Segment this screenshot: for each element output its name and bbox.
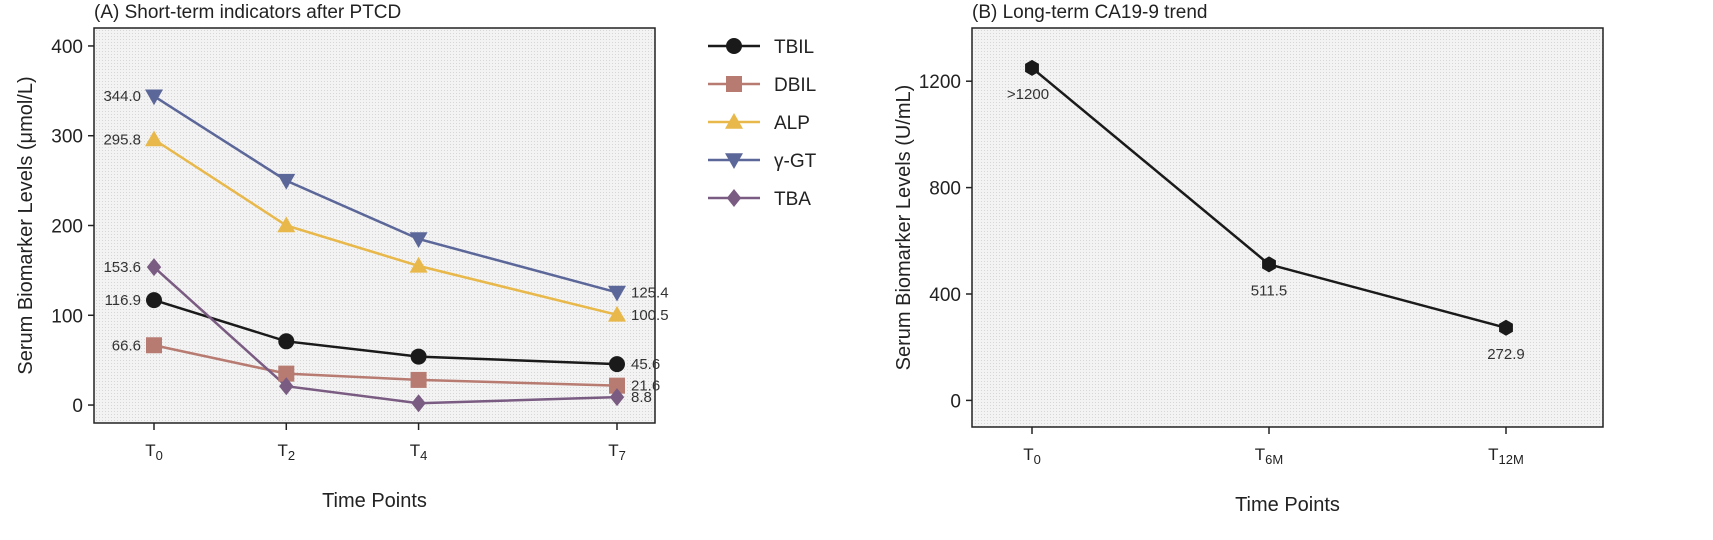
data-label: 66.6 xyxy=(112,337,141,354)
data-point-γ-GT-2 xyxy=(409,232,428,248)
x-tick-label: T6M xyxy=(1255,445,1283,467)
data-point-DBIL-1 xyxy=(278,365,295,382)
data-label: 100.5 xyxy=(631,307,669,324)
y-axis-label: Serum Biomarker Levels (μmol/L) xyxy=(15,76,37,374)
x-axis-label: Time Points xyxy=(1235,494,1340,516)
data-point-TBA-1 xyxy=(279,377,294,396)
data-point-TBIL-1 xyxy=(278,333,295,350)
data-point-γ-GT-3 xyxy=(608,285,626,302)
y-axis-label: Serum Biomarker Levels (U/mL) xyxy=(893,85,915,371)
chart-panel-a: (A) Short-term indicators after PTCD 0 100… xyxy=(15,2,669,512)
y-tick-label: 800 xyxy=(929,179,961,200)
y-tick-label: 200 xyxy=(51,217,83,238)
y-tick-label: 400 xyxy=(929,285,961,306)
data-point-CA19-9-1 xyxy=(1262,256,1276,273)
y-tick-label: 0 xyxy=(950,391,961,412)
data-point-CA19-9-2 xyxy=(1499,319,1513,336)
legend: TBIL DBIL ALP γ-GT TBA xyxy=(708,37,817,210)
x-axis-label: Time Points xyxy=(322,490,427,512)
y-tick-label: 400 xyxy=(51,37,83,58)
plot-area xyxy=(972,28,1603,427)
data-label: 45.6 xyxy=(631,356,660,373)
data-label: 125.4 xyxy=(631,284,669,301)
data-point-TBA-2 xyxy=(411,394,426,413)
legend-marker-DBIL xyxy=(726,76,742,92)
data-point-DBIL-0 xyxy=(146,337,162,354)
legend-marker-ALP xyxy=(725,113,743,129)
x-tick-label: T0 xyxy=(145,441,163,463)
data-point-DBIL-3 xyxy=(609,377,625,394)
x-tick-label: T12M xyxy=(1488,445,1524,467)
chart-title: (A) Short-term indicators after PTCD xyxy=(94,2,401,23)
series-line-γ-GT xyxy=(153,95,618,294)
data-label: 8.8 xyxy=(631,389,652,406)
y-tick-label: 1200 xyxy=(919,72,961,93)
data-point-TBA-0 xyxy=(146,258,162,277)
plot-frame xyxy=(971,27,1604,428)
legend-marker-TBA xyxy=(726,189,742,207)
data-point-TBIL-0 xyxy=(146,292,162,309)
data-label: >1200 xyxy=(1007,86,1049,103)
data-point-CA19-9-0 xyxy=(1025,59,1039,76)
data-label: 21.6 xyxy=(631,378,660,395)
x-tick-label: T4 xyxy=(410,441,428,463)
chart-panel-b: (B) Long-term CA19-9 trend 0 400 800 1200 Tim… xyxy=(893,2,1604,516)
data-point-ALP-0 xyxy=(145,130,163,147)
data-point-DBIL-2 xyxy=(410,371,427,388)
y-tick-label: 300 xyxy=(51,127,83,148)
legend-marker-TBIL xyxy=(726,38,742,54)
data-label: 295.8 xyxy=(103,131,141,148)
data-point-γ-GT-0 xyxy=(145,89,163,106)
x-tick-label: T7 xyxy=(608,441,626,463)
x-tick-label: T2 xyxy=(277,441,295,463)
data-label: 153.6 xyxy=(103,259,141,276)
plot-area xyxy=(94,28,655,423)
legend-label: DBIL xyxy=(774,75,816,96)
data-point-ALP-3 xyxy=(608,305,626,322)
y-tick-label: 0 xyxy=(72,396,83,417)
data-label: 116.9 xyxy=(105,292,141,309)
series-line-ALP xyxy=(153,138,618,317)
data-point-ALP-2 xyxy=(409,256,428,273)
series-line-TBIL xyxy=(153,298,618,366)
data-point-ALP-1 xyxy=(277,216,296,233)
legend-label: ALP xyxy=(774,113,810,134)
y-tick-label: 100 xyxy=(51,306,83,327)
series-line-DBIL xyxy=(153,344,618,387)
legend-label: TBIL xyxy=(774,37,814,58)
chart-title: (B) Long-term CA19-9 trend xyxy=(972,2,1208,23)
x-tick-label: T0 xyxy=(1023,445,1041,467)
data-point-TBIL-3 xyxy=(609,356,625,373)
series-line-TBA xyxy=(153,266,618,405)
legend-label: TBA xyxy=(774,189,811,210)
legend-marker-γ-GT xyxy=(725,153,743,169)
data-label: 511.5 xyxy=(1251,282,1287,299)
data-label: 344.0 xyxy=(103,88,141,105)
legend-label: γ-GT xyxy=(774,151,817,172)
data-label: 272.9 xyxy=(1487,346,1525,363)
data-point-γ-GT-1 xyxy=(277,173,296,190)
data-point-TBIL-2 xyxy=(410,348,427,365)
data-point-TBA-3 xyxy=(609,388,625,407)
